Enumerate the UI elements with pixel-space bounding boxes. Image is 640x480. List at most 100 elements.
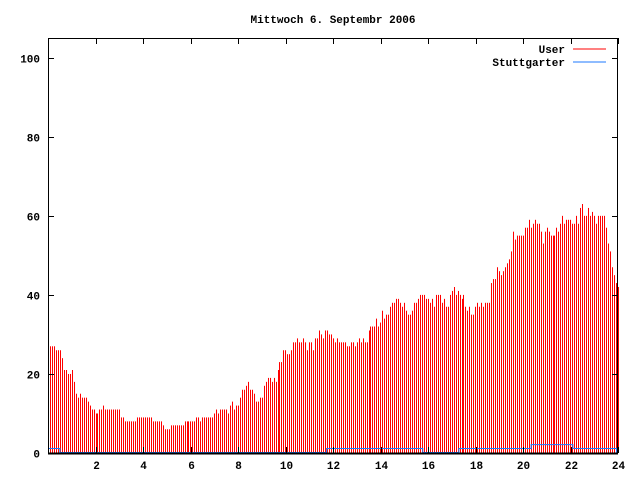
user-bar [192,421,193,453]
user-bar [355,346,356,453]
user-bar [529,219,530,453]
user-bar [127,421,128,453]
user-bar [169,429,170,453]
user-bar [103,405,104,453]
user-bar [416,302,417,453]
user-bar [305,342,306,453]
user-bar [442,302,443,453]
user-bar [76,393,77,453]
user-bar [78,397,79,453]
legend-label-stuttgarter: Stuttgarter [492,58,565,70]
user-bar [299,342,300,453]
user-bar [317,338,318,453]
user-bar [481,302,482,453]
user-bar [414,302,415,453]
user-bar [566,219,567,453]
user-bar [452,290,453,453]
user-bar [171,425,172,453]
user-bar [97,413,98,453]
user-bar [382,310,383,453]
user-bar [238,405,239,453]
user-bar [456,294,457,453]
user-bar [517,235,518,453]
user-bar [250,389,251,453]
user-bar [596,223,597,453]
user-bar [503,271,504,453]
user-bar [183,425,184,453]
user-bar [113,409,114,453]
user-bar [444,298,445,453]
user-bar [438,294,439,453]
user-bar [374,326,375,453]
user-bar [450,294,451,453]
user-bar [331,334,332,453]
user-bar [153,421,154,453]
user-bar [471,314,472,453]
user-bar [580,207,581,453]
user-bar [196,417,197,453]
user-bar [179,425,180,453]
user-bar [568,219,569,453]
user-bar [66,370,67,453]
user-bar [309,342,310,453]
user-bar [287,354,288,453]
x-tick-label: 16 [422,461,435,473]
user-bar [96,413,97,453]
user-bar [94,409,95,453]
user-bar [547,227,548,453]
user-bar [616,283,617,453]
user-bar [527,227,528,453]
y-tick-label: 20 [27,371,40,383]
user-bar [543,243,544,453]
user-bar [230,405,231,453]
user-bar [424,294,425,453]
user-bar [406,310,407,453]
user-bar [270,377,271,453]
user-bar [234,409,235,453]
user-bar [505,267,506,453]
user-bar [370,326,371,453]
user-bar [333,338,334,453]
user-bar [576,215,577,453]
user-bar [473,314,474,453]
user-bar [80,393,81,453]
legend-label-user: User [539,45,565,57]
user-bar [274,377,275,453]
user-bar [460,294,461,453]
user-bar [572,223,573,453]
user-bar [283,350,284,453]
user-bar [155,421,156,453]
user-bar [440,294,441,453]
user-bar [564,223,565,453]
user-bar [363,338,364,453]
user-bar [258,401,259,453]
user-bar [384,318,385,453]
user-bar [446,306,447,453]
user-bar [315,338,316,453]
user-bar [487,302,488,453]
user-bar [345,342,346,453]
user-bar [173,425,174,453]
user-bar [260,397,261,453]
user-bar [198,417,199,453]
user-bar [562,215,563,453]
user-bar [349,346,350,453]
user-bar [228,413,229,453]
user-bar [525,227,526,453]
user-bar [386,314,387,453]
user-bar [311,342,312,453]
user-bar [204,417,205,453]
x-tick-label: 2 [93,461,100,473]
user-bar [434,306,435,453]
user-bar [404,302,405,453]
user-bar [92,409,93,453]
user-bar [307,350,308,453]
user-bar [323,338,324,453]
x-tick-label: 24 [612,461,626,473]
user-bar [475,306,476,453]
user-bar [206,417,207,453]
user-bar [276,381,277,453]
user-bar [586,215,587,453]
user-bar [590,215,591,453]
user-bar [430,302,431,453]
